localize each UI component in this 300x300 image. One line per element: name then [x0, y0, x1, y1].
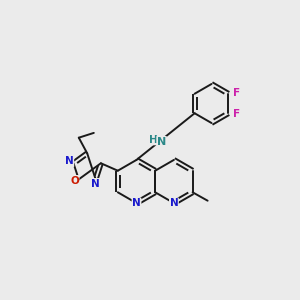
Text: N: N: [65, 157, 74, 166]
Text: N: N: [132, 198, 141, 208]
Text: F: F: [233, 110, 240, 119]
Text: H: H: [149, 135, 158, 145]
Text: N: N: [91, 178, 100, 188]
Text: N: N: [169, 198, 178, 208]
Text: F: F: [233, 88, 240, 98]
Text: O: O: [70, 176, 79, 185]
Text: N: N: [157, 136, 166, 147]
